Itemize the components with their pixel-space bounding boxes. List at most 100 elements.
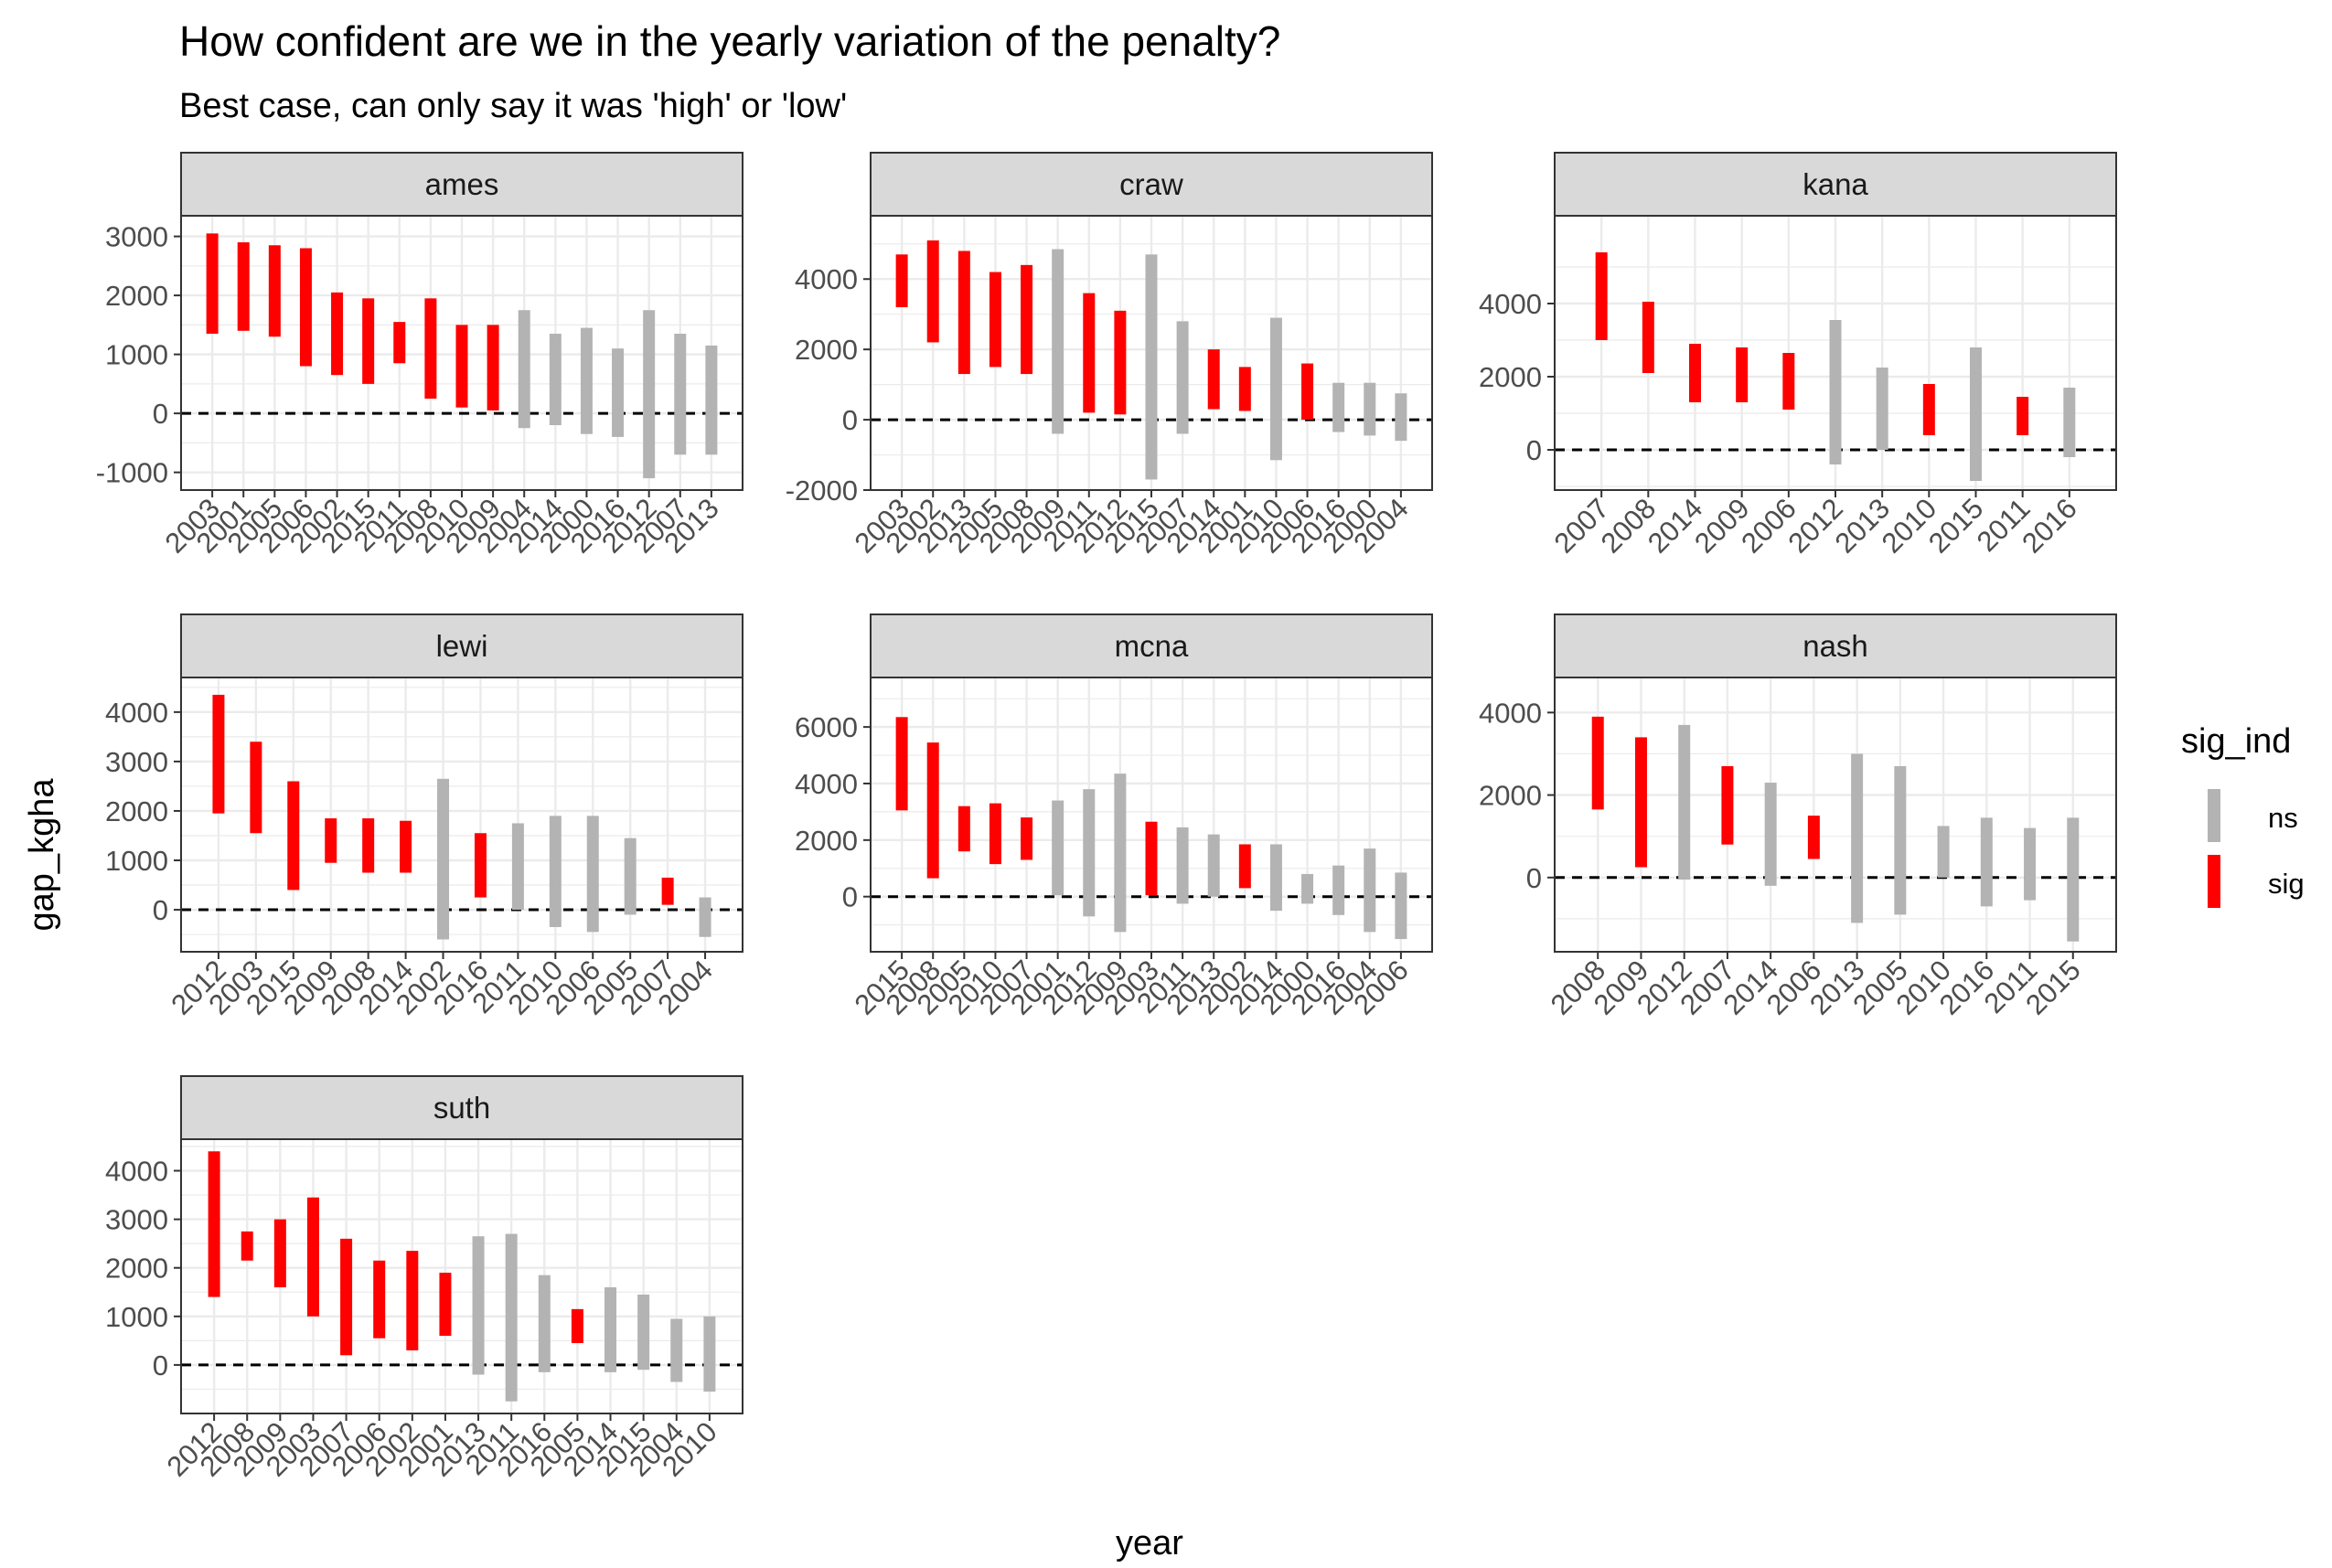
range-bar-ames-2016 (612, 348, 625, 437)
range-bar-ames-2008 (424, 298, 437, 399)
range-bar-mcna-2002 (1238, 844, 1251, 889)
range-bar-nash-2011 (2024, 827, 2037, 901)
range-bar-ames-2013 (705, 345, 718, 455)
range-bar-mcna-2014 (1269, 844, 1282, 912)
range-bar-suth-2011 (505, 1233, 518, 1402)
range-bar-ames-2010 (455, 325, 468, 408)
x-tick-label: 2016 (2016, 492, 2083, 560)
range-bar-mcna-2016 (1332, 865, 1345, 915)
range-bar-mcna-2010 (989, 803, 1001, 865)
y-tick-label: 4000 (1479, 288, 1542, 320)
facet-ames: ames-10000100020003000200320012005200620… (96, 152, 743, 560)
facet-nash: nash020004000200820092012200720142006201… (1479, 613, 2117, 1021)
range-bar-mcna-2007 (1021, 817, 1033, 860)
facet-strip-label: suth (433, 1091, 490, 1125)
facet-suth: suth010002000300040002012200820092003200… (105, 1075, 743, 1483)
range-bar-lewi-2007 (661, 877, 674, 905)
range-bar-ames-2007 (674, 334, 687, 455)
range-bar-suth-2012 (208, 1151, 220, 1297)
range-bar-nash-2013 (1851, 753, 1864, 923)
y-tick-label: 4000 (105, 1156, 168, 1188)
range-bar-kana-2016 (2063, 388, 2076, 457)
range-bar-nash-2008 (1591, 716, 1604, 810)
y-tick-label: 3000 (105, 746, 168, 778)
range-bar-suth-2014 (604, 1286, 617, 1372)
facet-strip (180, 1075, 743, 1140)
range-bar-ames-2012 (643, 310, 656, 479)
y-tick-label: 2000 (795, 334, 858, 366)
y-tick-label: 4000 (795, 263, 858, 295)
facet-strip (870, 613, 1433, 678)
y-tick-label: 1000 (105, 845, 168, 877)
y-tick-label: 0 (1526, 862, 1542, 894)
range-bar-craw-2002 (926, 240, 939, 343)
range-bar-nash-2012 (1678, 724, 1691, 880)
y-tick-label: 4000 (105, 697, 168, 729)
y-tick-label: 6000 (795, 711, 858, 743)
y-tick-label: 0 (842, 404, 858, 436)
range-bar-nash-2014 (1764, 783, 1777, 886)
range-bar-craw-2004 (1395, 393, 1407, 442)
range-bar-kana-2014 (1689, 344, 1701, 402)
range-bar-craw-2003 (895, 254, 908, 307)
range-bar-suth-2016 (538, 1275, 551, 1372)
range-bar-kana-2015 (1970, 347, 1982, 481)
range-bar-ames-2005 (268, 245, 281, 337)
y-tick-label: 1000 (105, 1301, 168, 1333)
range-bar-lewi-2016 (474, 833, 487, 898)
panel-background (1555, 677, 2116, 952)
range-bar-craw-2006 (1301, 363, 1314, 421)
panel-border (1554, 677, 2117, 953)
range-bar-mcna-2003 (1145, 821, 1158, 896)
range-bar-lewi-2014 (400, 820, 412, 873)
panel-border (180, 1138, 743, 1414)
y-tick-label: 2000 (1479, 780, 1542, 812)
range-bar-craw-2016 (1332, 382, 1345, 432)
range-bar-craw-2012 (1114, 310, 1127, 415)
range-bar-suth-2010 (703, 1316, 716, 1392)
facet-craw: craw-20000200040002003200220132005200820… (786, 152, 1433, 560)
range-bar-mcna-2006 (1395, 872, 1407, 940)
panel-background (181, 677, 743, 952)
facet-lewi: lewi010002000300040002012200320152009200… (105, 613, 743, 1021)
range-bar-lewi-2003 (250, 741, 262, 834)
range-bar-ames-2009 (487, 325, 499, 411)
range-bar-craw-2011 (1083, 293, 1096, 413)
range-bar-craw-2015 (1145, 254, 1158, 480)
y-tick-label: 1000 (105, 339, 168, 371)
range-bar-lewi-2005 (624, 837, 636, 915)
range-bar-mcna-2012 (1083, 789, 1096, 917)
facet-mcna: mcna020004000600020152008200520102007200… (795, 613, 1433, 1021)
range-bar-ames-2001 (237, 242, 250, 331)
range-bar-mcna-2008 (926, 742, 939, 879)
range-bar-ames-2011 (393, 322, 406, 364)
y-tick-label: 2000 (105, 280, 168, 312)
range-bar-suth-2006 (373, 1260, 386, 1339)
range-bar-ames-2003 (206, 233, 219, 335)
range-bar-suth-2002 (406, 1251, 419, 1350)
range-bar-craw-2014 (1207, 349, 1220, 410)
y-tick-label: 0 (153, 1349, 168, 1381)
facet-strip-label: kana (1802, 167, 1868, 201)
range-bar-kana-2010 (1922, 384, 1935, 435)
range-bar-craw-2000 (1364, 382, 1376, 436)
range-bar-lewi-2002 (437, 778, 450, 940)
range-bar-kana-2013 (1876, 368, 1888, 450)
range-bar-craw-2001 (1238, 367, 1251, 411)
facet-strip-label: craw (1119, 167, 1183, 201)
y-tick-label: 4000 (795, 768, 858, 800)
y-tick-label: 2000 (1479, 361, 1542, 393)
chart-subtitle: Best case, can only say it was 'high' or… (179, 87, 848, 125)
range-bar-craw-2008 (1021, 264, 1033, 375)
y-tick-label: 2000 (105, 1253, 168, 1285)
range-bar-kana-2009 (1736, 347, 1749, 402)
range-bar-nash-2007 (1721, 765, 1734, 845)
y-tick-label: 3000 (105, 1204, 168, 1236)
facet-strip (1554, 613, 2117, 678)
facet-strip-label: ames (425, 167, 499, 201)
range-bar-kana-2006 (1782, 353, 1795, 410)
x-axis-title: year (1116, 1524, 1183, 1563)
panel-border (180, 677, 743, 953)
range-bar-suth-2009 (273, 1219, 286, 1287)
